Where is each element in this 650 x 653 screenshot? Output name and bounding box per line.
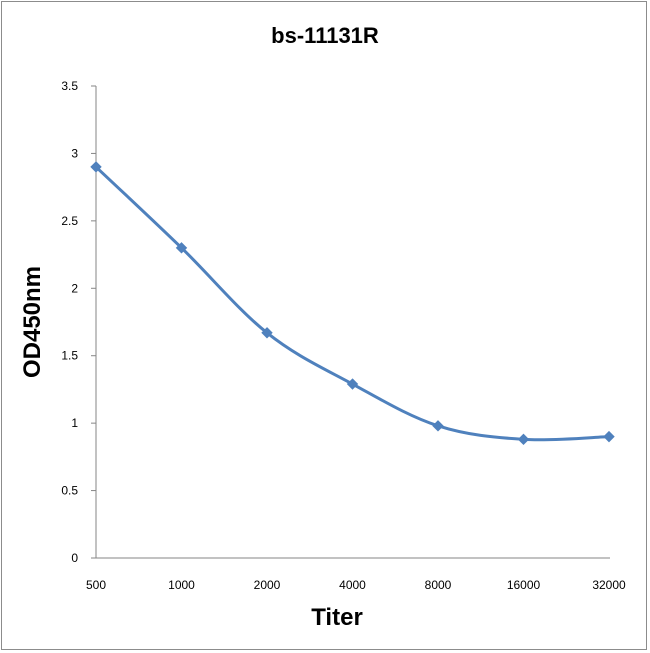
data-point: [346, 378, 359, 390]
y-tick-label: 1.5: [61, 349, 78, 363]
x-tick-label: 500: [86, 578, 106, 592]
data-point: [90, 161, 102, 173]
data-point: [261, 327, 273, 339]
y-tick-label: 3.5: [61, 79, 78, 93]
y-tick-label: 2.5: [61, 214, 78, 228]
y-tick-label: 3: [71, 146, 78, 160]
chart-title: bs-11131R: [271, 23, 379, 48]
series-line: [94, 165, 610, 442]
y-tick-label: 2: [71, 281, 78, 295]
x-axis-title: Titer: [311, 604, 363, 631]
x-tick-label: 8000: [425, 578, 452, 592]
x-tick-label: 4000: [339, 578, 366, 592]
data-point: [517, 433, 530, 446]
x-tick-label: 32000: [592, 578, 626, 592]
x-tick-label: 2000: [254, 578, 281, 592]
x-tick-label: 16000: [507, 578, 541, 592]
data-point: [603, 430, 615, 443]
y-tick-label: 0.5: [61, 484, 78, 498]
y-tick-label: 0: [71, 551, 78, 565]
x-tick-label: 1000: [168, 578, 195, 592]
y-tick-label: 1: [71, 416, 78, 430]
data-point: [175, 242, 188, 254]
y-axis-title: OD450nm: [19, 266, 46, 378]
data-point: [432, 420, 444, 432]
